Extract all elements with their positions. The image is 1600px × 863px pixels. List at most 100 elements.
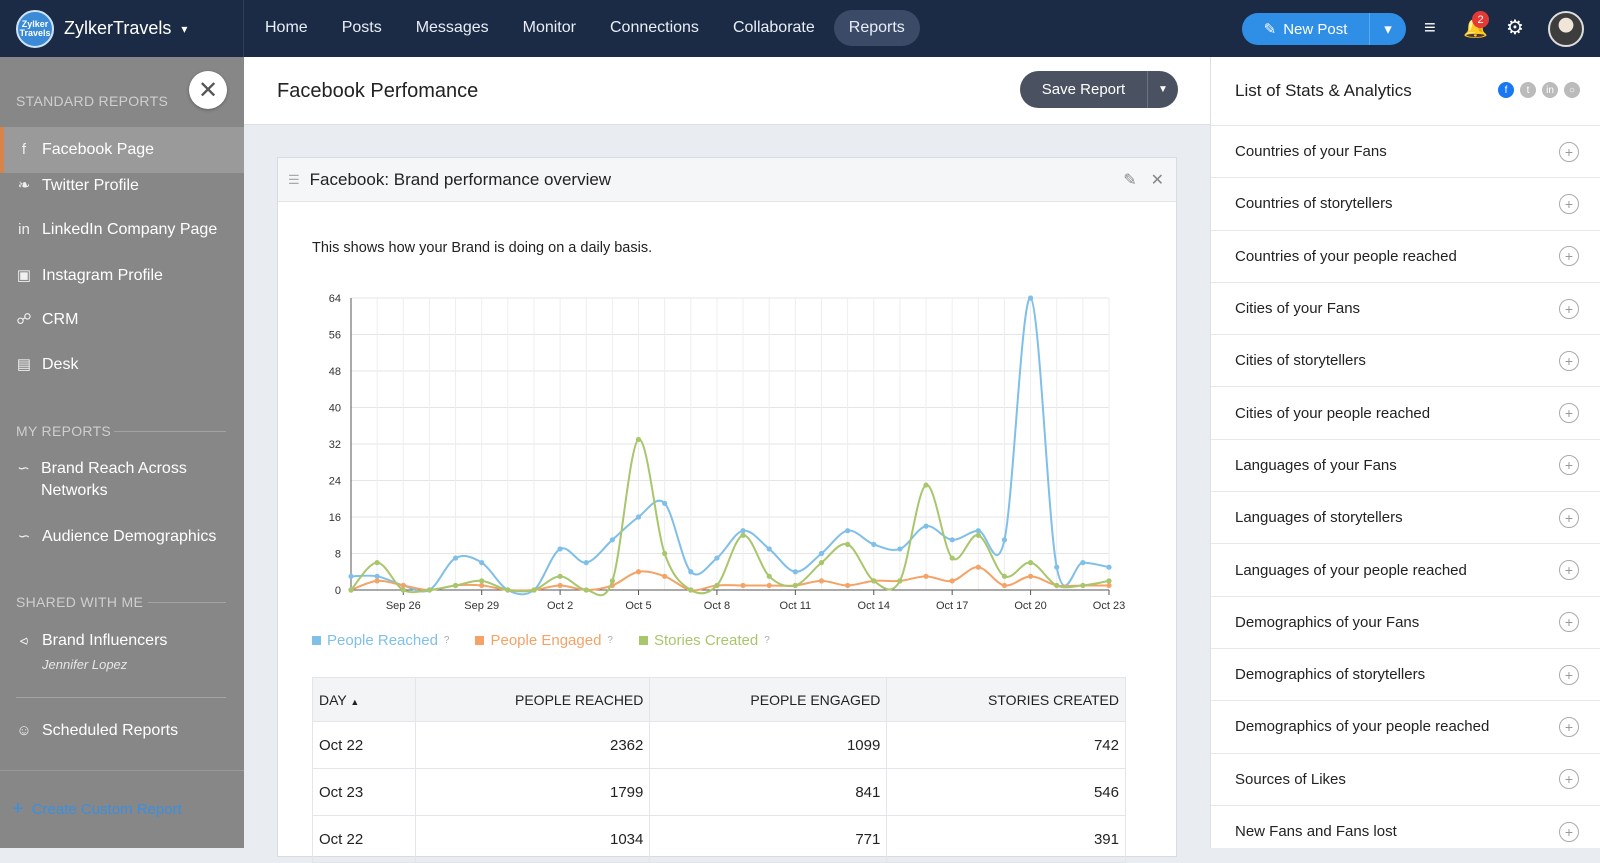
instagram-icon[interactable]: ○ [1564, 82, 1580, 98]
column-header-people-reached[interactable]: PEOPLE REACHED [414, 677, 651, 722]
facebook-icon[interactable]: f [1498, 82, 1514, 98]
legend-stories-created[interactable]: Stories Created? [638, 632, 770, 649]
close-icon[interactable]: ✕ [1150, 172, 1164, 189]
data-point [479, 578, 485, 584]
add-icon[interactable]: + [1559, 507, 1579, 528]
add-icon[interactable]: + [1559, 769, 1579, 790]
sidebar-item-audience-demographics[interactable]: ∽ Audience Demographics [0, 526, 244, 548]
stats-item-label: Demographics of your Fans [1235, 613, 1420, 631]
data-point [923, 523, 929, 529]
linkedin-icon[interactable]: in [1542, 82, 1558, 98]
sidebar-item-instagram[interactable]: ▣ Instagram Profile [0, 265, 244, 287]
stats-list-item[interactable]: Demographics of your Fans + [1211, 595, 1600, 648]
stats-list-item[interactable]: Cities of storytellers + [1211, 334, 1600, 386]
top-bar: Zylker Travels ZylkerTravels ▾ Home Post… [0, 0, 1600, 57]
y-tick-label: 24 [329, 476, 341, 488]
column-header-day[interactable]: DAY ▲ [312, 677, 416, 722]
column-header-people-engaged[interactable]: PEOPLE ENGAGED [649, 677, 888, 722]
data-point [479, 582, 485, 589]
nav-collaborate[interactable]: Collaborate [732, 19, 815, 36]
stats-list-item[interactable]: Languages of storytellers + [1211, 491, 1600, 543]
nav-home[interactable]: Home [265, 19, 308, 36]
sidebar-item-crm[interactable]: ☍ CRM [0, 309, 244, 331]
stats-list-item[interactable]: Countries of your Fans + [1211, 125, 1600, 177]
sidebar-item-twitter-profile[interactable]: ❧ Twitter Profile [0, 175, 244, 197]
x-tick-label: Oct 2 [547, 600, 573, 612]
nav-monitor[interactable]: Monitor [522, 19, 576, 36]
drag-handle-icon[interactable]: ☰ [288, 171, 300, 187]
new-post-dropdown-toggle[interactable]: ▾ [1384, 21, 1392, 38]
add-icon[interactable]: + [1559, 403, 1579, 424]
add-icon[interactable]: + [1559, 246, 1579, 267]
data-point [374, 573, 380, 579]
legend-swatch [475, 636, 485, 645]
gear-icon[interactable]: ⚙ [1506, 17, 1524, 39]
add-icon[interactable]: + [1559, 298, 1579, 319]
pencil-icon: ✎ [1263, 21, 1277, 38]
data-point [348, 573, 354, 579]
shared-header: SHARED WITH ME [16, 594, 144, 610]
sidebar-item-brand-influencers[interactable]: ⪦ Brand Influencers Jennifer Lopez [0, 630, 244, 676]
stats-list-item[interactable]: Countries of your people reached + [1211, 229, 1600, 282]
stats-list-item[interactable]: Languages of your people reached + [1211, 543, 1600, 595]
facebook-icon: f [21, 141, 27, 158]
create-custom-report-button[interactable]: + Create Custom Report [0, 770, 244, 848]
sidebar-item-scheduled-reports[interactable]: ☺ Scheduled Reports [0, 720, 244, 742]
y-tick-label: 64 [329, 293, 341, 305]
stats-item-label: Cities of your people reached [1235, 404, 1431, 422]
new-post-button[interactable]: ✎ New Post ▾ [1242, 13, 1406, 45]
column-header-stories-created[interactable]: STORIES CREATED [886, 677, 1126, 722]
data-point [923, 482, 929, 488]
add-icon[interactable]: + [1559, 350, 1579, 371]
stats-list-item[interactable]: Sources of Likes + [1211, 752, 1600, 805]
stats-list-item[interactable]: Cities of your people reached + [1211, 386, 1600, 438]
close-sidebar-button[interactable]: ✕ [189, 71, 227, 109]
stats-list-item[interactable]: Countries of storytellers + [1211, 177, 1600, 229]
stats-list-item[interactable]: New Fans and Fans lost + [1211, 804, 1600, 857]
add-icon[interactable]: + [1559, 455, 1579, 476]
twitter-icon[interactable]: t [1520, 82, 1536, 98]
data-point [818, 550, 825, 557]
legend-people-engaged[interactable]: People Engaged? [475, 632, 613, 649]
card-title: Facebook: Brand performance overview [309, 169, 612, 189]
legend-people-reached[interactable]: People Reached? [312, 632, 449, 649]
y-tick-label: 40 [329, 403, 341, 415]
stats-list-item[interactable]: Cities of your Fans + [1211, 281, 1600, 334]
nav-posts[interactable]: Posts [341, 19, 382, 36]
stats-item-label: Countries of your people reached [1235, 247, 1457, 265]
nav-messages[interactable]: Messages [415, 19, 489, 36]
nav-connections[interactable]: Connections [609, 19, 699, 36]
add-icon[interactable]: + [1559, 664, 1579, 685]
add-icon[interactable]: + [1559, 560, 1579, 581]
avatar[interactable] [1548, 11, 1584, 47]
nav-reports[interactable]: Reports [833, 10, 920, 46]
menu-lines-icon[interactable]: ≡ [1424, 17, 1436, 39]
sidebar-item-brand-reach[interactable]: ∽ Brand Reach Across Networks [17, 460, 187, 499]
edit-icon[interactable]: ✎ [1123, 172, 1137, 189]
data-point [871, 541, 877, 547]
sidebar-item-desk[interactable]: ▤ Desk [0, 354, 244, 376]
daily-stats-table: DAY ▲ PEOPLE REACHED PEOPLE ENGAGED STOR… [312, 677, 1126, 863]
stats-list-item[interactable]: Languages of your Fans + [1211, 438, 1600, 491]
help-icon: ? [764, 635, 770, 646]
y-tick-label: 48 [329, 366, 341, 378]
data-point [897, 578, 903, 584]
new-post-label: New Post [1283, 20, 1348, 38]
data-point [609, 537, 615, 543]
brand-switcher[interactable]: Zylker Travels ZylkerTravels ▾ [0, 0, 244, 57]
data-point [845, 582, 851, 589]
brand-logo: Zylker Travels [16, 9, 54, 48]
caret-down-icon[interactable]: ▼ [1158, 84, 1168, 95]
linkedin-icon: in [18, 221, 30, 238]
data-point [1001, 573, 1008, 579]
sidebar-item-facebook-page[interactable]: f Facebook Page [0, 127, 244, 173]
save-report-button[interactable]: Save Report ▼ [1020, 71, 1178, 108]
add-icon[interactable]: + [1559, 716, 1579, 737]
add-icon[interactable]: + [1559, 193, 1579, 214]
add-icon[interactable]: + [1559, 821, 1579, 842]
stats-list-item[interactable]: Demographics of storytellers + [1211, 647, 1600, 700]
sidebar-item-linkedin[interactable]: in LinkedIn Company Page [0, 219, 244, 241]
add-icon[interactable]: + [1559, 141, 1579, 162]
stats-list-item[interactable]: Demographics of your people reached + [1211, 700, 1600, 752]
add-icon[interactable]: + [1559, 612, 1579, 633]
